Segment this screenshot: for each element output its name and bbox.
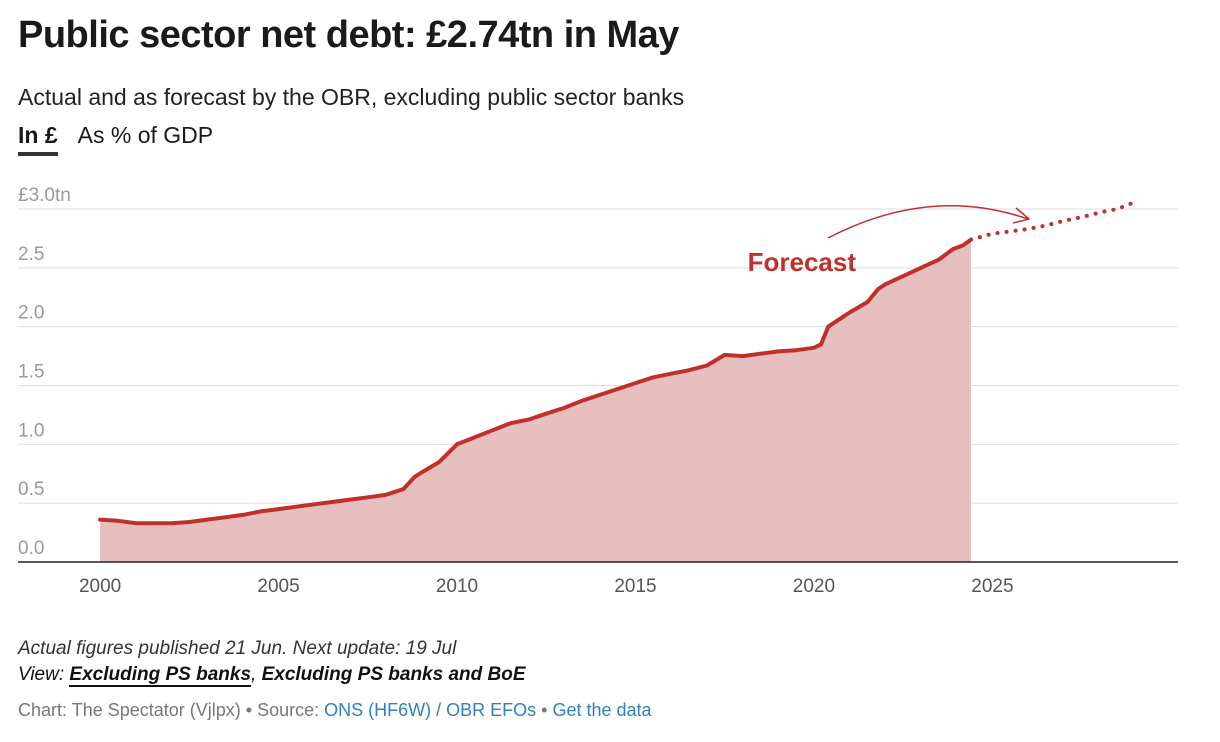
x-tick-label: 2000	[79, 576, 121, 597]
x-tick-label: 2025	[971, 576, 1013, 597]
x-tick-label: 2015	[614, 576, 656, 597]
forecast-line	[969, 199, 1138, 242]
chart-subtitle: Actual and as forecast by the OBR, exclu…	[18, 84, 685, 110]
source-link[interactable]: ONS (HF6W) / OBR EFOs	[324, 700, 537, 720]
actual-area	[100, 239, 972, 562]
unit-toggle: In £ As % of GDP	[18, 122, 213, 156]
view-separator: ,	[251, 664, 262, 685]
y-tick-label: 2.0	[18, 303, 44, 324]
chart: 0.0 0.5 1.0 1.5 2.0 2.5 £3.0tn 2000 2005 2010 201…	[18, 185, 1178, 597]
y-tick-label: 1.0	[18, 420, 44, 441]
tab-in-pounds[interactable]: In £	[18, 122, 58, 156]
chart-title: Public sector net debt: £2.74tn in May	[18, 14, 679, 56]
view-option-excluding-ps-banks[interactable]: Excluding PS banks	[69, 664, 252, 687]
x-tick-label: 2010	[436, 576, 478, 597]
y-tick-label: £3.0tn	[18, 185, 71, 206]
credit-text: Chart: The Spectator (Vjlpx) • Source:	[18, 700, 325, 720]
forecast-arrowhead	[1012, 207, 1030, 224]
y-tick-label: 2.5	[18, 244, 44, 265]
view-prefix: View:	[18, 664, 70, 685]
x-tick-label: 2020	[793, 576, 835, 597]
x-axis-labels: 2000 2005 2010 2015 2020 2025	[79, 576, 1014, 597]
publication-notes: Actual figures published 21 Jun. Next up…	[18, 638, 457, 659]
forecast-arrow	[827, 204, 1029, 239]
get-data-link[interactable]: Get the data	[552, 700, 652, 720]
view-selector: View: Excluding PS banks, Excluding PS b…	[18, 664, 526, 687]
y-tick-label: 1.5	[18, 362, 44, 383]
y-tick-label: 0.0	[18, 538, 44, 559]
actual-line	[98, 237, 973, 526]
y-axis-labels: 0.0 0.5 1.0 1.5 2.0 2.5 £3.0tn	[18, 185, 71, 559]
gridlines	[18, 208, 1178, 504]
forecast-annotation: Forecast	[748, 247, 857, 277]
tab-percent-gdp[interactable]: As % of GDP	[77, 122, 214, 148]
credit-separator: •	[536, 700, 553, 720]
x-tick-label: 2005	[257, 576, 299, 597]
y-tick-label: 0.5	[18, 479, 44, 500]
view-option-excluding-ps-banks-and-boe[interactable]: Excluding PS banks and BoE	[261, 664, 526, 685]
chart-credit: Chart: The Spectator (Vjlpx) • Source: O…	[18, 700, 652, 721]
